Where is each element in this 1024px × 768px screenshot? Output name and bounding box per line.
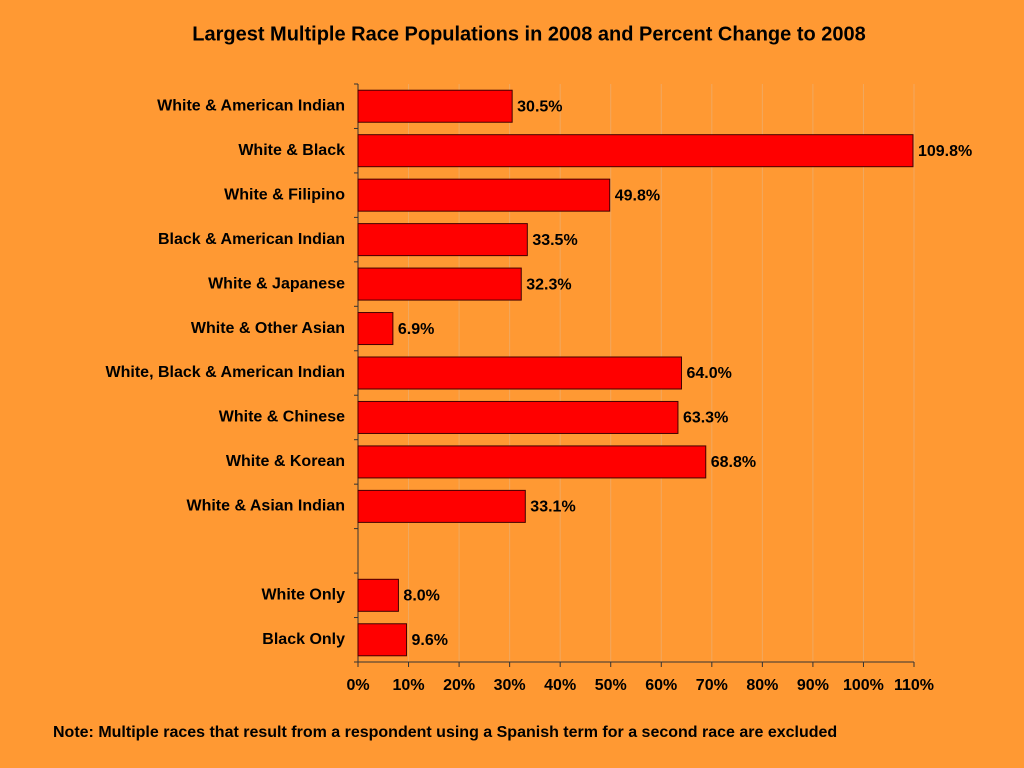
bar: [357, 267, 522, 301]
y-tick-label: White & Chinese: [219, 409, 345, 426]
bar: [357, 623, 408, 657]
x-tick-label: 0%: [346, 677, 369, 694]
y-tick-label: White Only: [261, 587, 345, 604]
x-tick-label: 110%: [894, 677, 934, 694]
value-label: 33.1%: [530, 499, 575, 516]
y-tick-label: Black & American Indian: [158, 231, 345, 248]
value-label: 33.5%: [532, 232, 577, 249]
value-label: 49.8%: [615, 187, 660, 204]
bar: [357, 578, 399, 612]
x-tick-label: 30%: [494, 677, 526, 694]
y-tick-label: White & Asian Indian: [186, 498, 345, 515]
y-tick-label: White, Black & American Indian: [106, 364, 345, 381]
value-label: 6.9%: [398, 321, 434, 338]
bar: [357, 489, 526, 523]
x-tick-label: 10%: [393, 677, 425, 694]
bar: [357, 89, 513, 123]
value-label: 8.0%: [403, 588, 439, 605]
x-tick-label: 80%: [746, 677, 778, 694]
bar: [357, 445, 707, 479]
x-tick-label: 70%: [696, 677, 728, 694]
y-tick-label: White & Filipino: [224, 186, 345, 203]
x-tick-label: 90%: [797, 677, 829, 694]
x-tick-label: 50%: [595, 677, 627, 694]
x-tick-label: 100%: [843, 677, 884, 694]
bar: [357, 356, 682, 390]
x-tick-label: 40%: [544, 677, 576, 694]
y-tick-label: White & Japanese: [208, 275, 345, 292]
x-tick-label: 60%: [645, 677, 677, 694]
y-tick-label: Black Only: [262, 631, 345, 648]
value-label: 9.6%: [412, 632, 448, 649]
value-label: 64.0%: [686, 365, 731, 382]
value-label: 32.3%: [526, 276, 571, 293]
y-tick-label: White & Korean: [226, 453, 345, 470]
y-tick-label: White & Other Asian: [191, 320, 345, 337]
value-label: 68.8%: [711, 454, 756, 471]
bar: [357, 134, 914, 168]
value-label: 30.5%: [517, 98, 562, 115]
bar: [357, 312, 394, 346]
value-label: 63.3%: [683, 410, 728, 427]
bar: [357, 178, 611, 212]
y-tick-label: White & American Indian: [157, 97, 345, 114]
chart-title: Largest Multiple Race Populations in 200…: [192, 23, 866, 45]
note: Note: Multiple races that result from a …: [53, 724, 837, 741]
bar: [357, 400, 679, 434]
bar: [357, 223, 528, 257]
value-label: 109.8%: [918, 143, 972, 160]
y-tick-label: White & Black: [238, 142, 345, 159]
x-tick-label: 20%: [443, 677, 475, 694]
